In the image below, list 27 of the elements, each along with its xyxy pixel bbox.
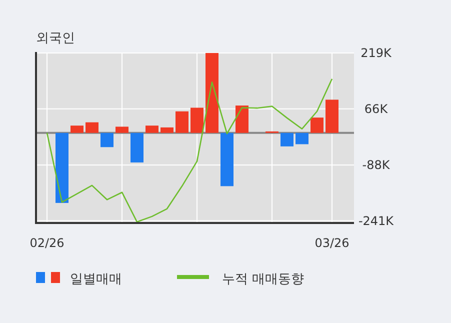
bar xyxy=(70,126,84,133)
bar xyxy=(236,106,248,133)
bar xyxy=(160,127,174,133)
bar xyxy=(310,118,324,133)
bar xyxy=(190,108,204,133)
bar xyxy=(326,100,338,133)
bar xyxy=(176,111,188,133)
line-series xyxy=(46,78,333,223)
y-tick-label: 66K xyxy=(364,102,389,116)
chart-title: 외국인 xyxy=(36,31,75,46)
legend-label: 누적 매매동향 xyxy=(222,272,304,287)
bar xyxy=(86,122,98,133)
bar xyxy=(116,126,128,133)
bar xyxy=(206,53,218,133)
y-tick-label: -88K xyxy=(362,158,391,172)
y-tick-label: -241K xyxy=(358,214,395,228)
bar xyxy=(130,132,144,162)
y-tick-label: 219K xyxy=(360,46,393,60)
x-tick-label: 02/26 xyxy=(30,236,64,250)
bar xyxy=(280,132,294,146)
bar xyxy=(56,132,68,203)
bar xyxy=(220,132,234,186)
bar xyxy=(146,126,158,133)
x-tick-label: 03/26 xyxy=(314,236,350,250)
legend-label: 일별매매 xyxy=(70,272,122,287)
bar xyxy=(100,132,114,148)
bar xyxy=(296,132,308,144)
